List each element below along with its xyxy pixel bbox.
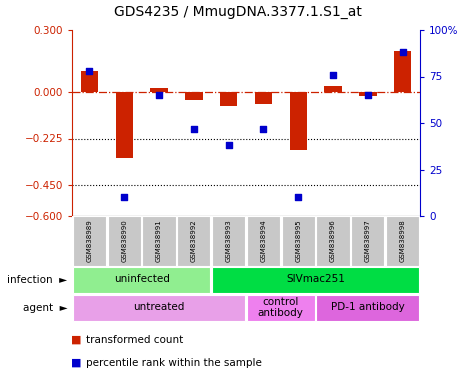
Bar [255,92,272,104]
Bar [115,92,133,158]
Text: GSM838991: GSM838991 [156,220,162,262]
Text: GSM838994: GSM838994 [260,220,266,262]
Bar [282,216,315,266]
Text: untreated: untreated [133,303,185,313]
Bar [177,216,210,266]
Text: GDS4235 / MmugDNA.3377.1.S1_at: GDS4235 / MmugDNA.3377.1.S1_at [114,5,361,19]
Text: infection  ►: infection ► [7,275,67,285]
Bar [316,216,350,266]
Text: PD-1 antibody: PD-1 antibody [331,303,405,313]
Bar [247,216,280,266]
Text: agent  ►: agent ► [23,303,67,313]
Point [120,194,128,200]
Point [155,92,163,98]
Bar [212,216,245,266]
Bar [73,295,245,321]
Point [190,126,198,132]
Bar [359,92,377,96]
Text: GSM838996: GSM838996 [330,220,336,262]
Bar [142,216,176,266]
Point [364,92,371,98]
Text: GSM838995: GSM838995 [295,220,301,262]
Point [399,49,407,55]
Point [86,68,93,74]
Bar [386,216,419,266]
Bar [73,216,106,266]
Text: ■: ■ [71,358,81,368]
Text: uninfected: uninfected [114,275,170,285]
Point [260,126,267,132]
Point [225,142,232,148]
Bar [247,295,315,321]
Text: GSM838997: GSM838997 [365,220,371,262]
Bar [108,216,141,266]
Point [329,71,337,78]
Bar [150,88,168,92]
Text: GSM838998: GSM838998 [399,220,406,262]
Bar [324,86,342,92]
Bar [394,51,411,92]
Text: GSM838990: GSM838990 [121,220,127,262]
Text: control
antibody: control antibody [258,296,304,318]
Bar [81,71,98,92]
Text: SIVmac251: SIVmac251 [286,275,345,285]
Text: transformed count: transformed count [86,335,183,345]
Point [294,194,302,200]
Text: ■: ■ [71,335,81,345]
Bar [289,92,307,150]
Bar [73,267,210,293]
Text: GSM838992: GSM838992 [191,220,197,262]
Bar [185,92,202,100]
Bar [316,295,419,321]
Text: percentile rank within the sample: percentile rank within the sample [86,358,261,368]
Bar [352,216,384,266]
Text: GSM838993: GSM838993 [226,220,232,262]
Bar [220,92,238,106]
Text: GSM838989: GSM838989 [86,220,93,262]
Bar [212,267,419,293]
